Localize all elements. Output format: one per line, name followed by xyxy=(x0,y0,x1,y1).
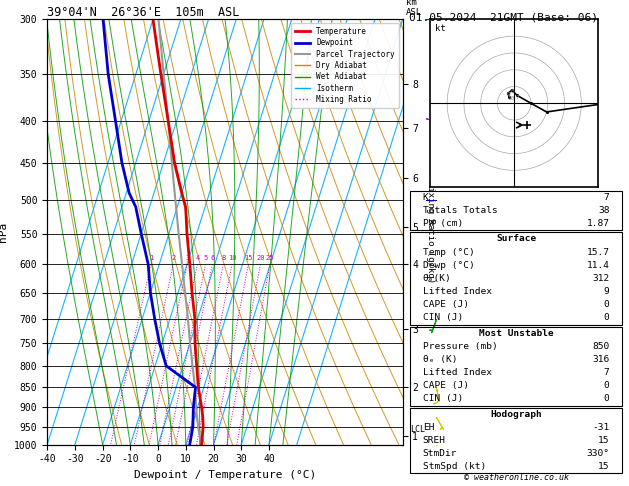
Bar xyxy=(409,232,623,325)
Text: PW (cm): PW (cm) xyxy=(423,219,463,228)
Text: 15.7: 15.7 xyxy=(586,247,610,257)
Text: Surface: Surface xyxy=(496,234,536,243)
Text: CAPE (J): CAPE (J) xyxy=(423,381,469,390)
Text: -31: -31 xyxy=(592,423,610,432)
Y-axis label: hPa: hPa xyxy=(0,222,8,242)
Text: Temp (°C): Temp (°C) xyxy=(423,247,474,257)
Text: 850: 850 xyxy=(592,342,610,351)
Text: Pressure (mb): Pressure (mb) xyxy=(423,342,498,351)
Text: 0: 0 xyxy=(604,300,610,309)
Text: θₑ(K): θₑ(K) xyxy=(423,274,452,283)
Text: 6: 6 xyxy=(210,255,214,260)
Text: CIN (J): CIN (J) xyxy=(423,313,463,322)
Text: 2: 2 xyxy=(171,255,175,260)
Text: 20: 20 xyxy=(256,255,265,260)
Text: 15: 15 xyxy=(244,255,253,260)
Text: Hodograph: Hodograph xyxy=(490,410,542,418)
Text: 7: 7 xyxy=(515,95,519,100)
Text: Lifted Index: Lifted Index xyxy=(423,368,492,377)
Text: CAPE (J): CAPE (J) xyxy=(423,300,469,309)
Text: 10: 10 xyxy=(228,255,237,260)
Text: θₑ (K): θₑ (K) xyxy=(423,355,457,364)
Legend: Temperature, Dewpoint, Parcel Trajectory, Dry Adiabat, Wet Adiabat, Isotherm, Mi: Temperature, Dewpoint, Parcel Trajectory… xyxy=(291,23,399,107)
Text: Lifted Index: Lifted Index xyxy=(423,287,492,296)
Text: Most Unstable: Most Unstable xyxy=(479,329,554,338)
Text: 9: 9 xyxy=(507,92,510,98)
Text: Dewp (°C): Dewp (°C) xyxy=(423,260,474,270)
Text: 5: 5 xyxy=(203,255,208,260)
Bar xyxy=(409,191,623,230)
Text: 1.87: 1.87 xyxy=(586,219,610,228)
Y-axis label: Mixing Ratio (g/kg): Mixing Ratio (g/kg) xyxy=(426,181,435,283)
Text: 7: 7 xyxy=(604,193,610,202)
Text: 3: 3 xyxy=(185,255,189,260)
Text: 330°: 330° xyxy=(586,449,610,458)
Text: 25: 25 xyxy=(265,255,274,260)
Text: 4: 4 xyxy=(195,255,199,260)
Text: 15: 15 xyxy=(598,462,610,471)
Text: 8: 8 xyxy=(221,255,225,260)
Text: 0: 0 xyxy=(604,395,610,403)
Text: 312: 312 xyxy=(592,274,610,283)
Text: CIN (J): CIN (J) xyxy=(423,395,463,403)
Text: 39°04'N  26°36'E  105m  ASL: 39°04'N 26°36'E 105m ASL xyxy=(47,6,240,19)
Text: 0: 0 xyxy=(604,313,610,322)
Text: 8: 8 xyxy=(510,89,514,94)
Text: 7: 7 xyxy=(604,368,610,377)
Text: 0: 0 xyxy=(604,381,610,390)
Text: EH: EH xyxy=(423,423,434,432)
Text: Totals Totals: Totals Totals xyxy=(423,206,498,215)
Text: 316: 316 xyxy=(592,355,610,364)
Text: 10: 10 xyxy=(507,96,515,101)
Text: SREH: SREH xyxy=(423,436,446,445)
Text: StmDir: StmDir xyxy=(423,449,457,458)
Text: LCL: LCL xyxy=(409,425,425,434)
Bar xyxy=(409,408,623,473)
X-axis label: Dewpoint / Temperature (°C): Dewpoint / Temperature (°C) xyxy=(134,470,316,480)
Text: 38: 38 xyxy=(598,206,610,215)
Text: 01.05.2024  21GMT (Base: 06): 01.05.2024 21GMT (Base: 06) xyxy=(409,12,598,22)
Text: StmSpd (kt): StmSpd (kt) xyxy=(423,462,486,471)
Text: 11.4: 11.4 xyxy=(586,260,610,270)
Text: © weatheronline.co.uk: © weatheronline.co.uk xyxy=(464,473,569,483)
Text: 15: 15 xyxy=(598,436,610,445)
Text: kt: kt xyxy=(435,24,446,33)
Text: 9: 9 xyxy=(604,287,610,296)
Bar xyxy=(409,327,623,406)
Text: K: K xyxy=(423,193,428,202)
Text: km
ASL: km ASL xyxy=(406,0,422,17)
Text: 1: 1 xyxy=(148,255,153,260)
